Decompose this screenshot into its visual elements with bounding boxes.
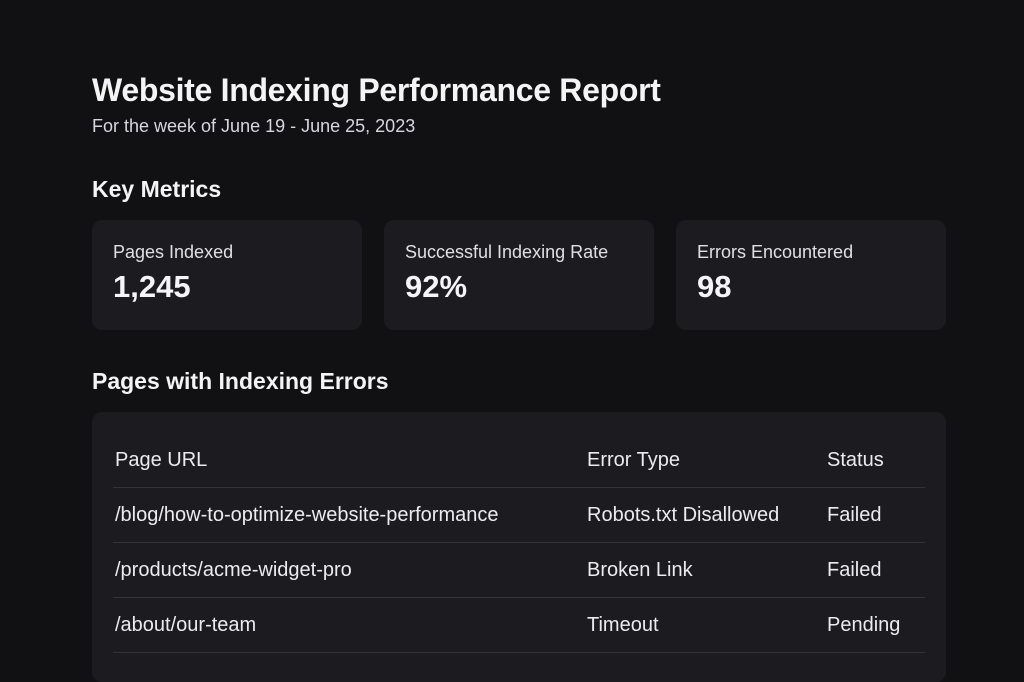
- page-url-cell: /products/acme-widget-pro: [113, 542, 585, 598]
- page-url-cell: /blog/how-to-optimize-website-performanc…: [113, 487, 585, 543]
- metric-label: Errors Encountered: [697, 242, 854, 262]
- table-row: /about/our-team Timeout Pending: [113, 597, 925, 653]
- error-type-cell: Robots.txt Disallowed: [585, 487, 825, 543]
- key-metrics-heading: Key Metrics: [92, 176, 222, 202]
- metric-card-success-rate: Successful Indexing Rate 92%: [384, 220, 654, 330]
- metric-card-errors: Errors Encountered 98: [676, 220, 946, 330]
- table-row: /blog/how-to-optimize-website-performanc…: [113, 487, 925, 543]
- column-header-error-type: Error Type: [585, 434, 825, 488]
- report-date-range: For the week of June 19 - June 25, 2023: [92, 116, 416, 136]
- table-header-row: Page URL Error Type Status: [113, 434, 925, 488]
- key-metrics-cards: Pages Indexed 1,245 Successful Indexing …: [92, 220, 946, 330]
- column-header-status: Status: [825, 434, 925, 488]
- metric-label: Successful Indexing Rate: [405, 242, 609, 262]
- metric-label: Pages Indexed: [113, 242, 234, 262]
- error-type-cell: Timeout: [585, 597, 825, 653]
- page-url-cell: /about/our-team: [113, 597, 585, 653]
- metric-value: 92%: [405, 269, 468, 304]
- page-title: Website Indexing Performance Report: [92, 72, 661, 108]
- status-cell: Pending: [825, 597, 925, 653]
- status-cell: Failed: [825, 542, 925, 598]
- status-cell: Failed: [825, 487, 925, 543]
- metric-card-pages-indexed: Pages Indexed 1,245: [92, 220, 362, 330]
- indexing-errors-table: Page URL Error Type Status /blog/how-to-…: [113, 434, 925, 653]
- table-row: /products/acme-widget-pro Broken Link Fa…: [113, 542, 925, 598]
- metric-value: 98: [697, 269, 732, 304]
- error-type-cell: Broken Link: [585, 542, 825, 598]
- column-header-page-url: Page URL: [113, 434, 585, 488]
- indexing-errors-heading: Pages with Indexing Errors: [92, 368, 389, 394]
- metric-value: 1,245: [113, 269, 191, 304]
- indexing-errors-panel: Page URL Error Type Status /blog/how-to-…: [92, 412, 946, 682]
